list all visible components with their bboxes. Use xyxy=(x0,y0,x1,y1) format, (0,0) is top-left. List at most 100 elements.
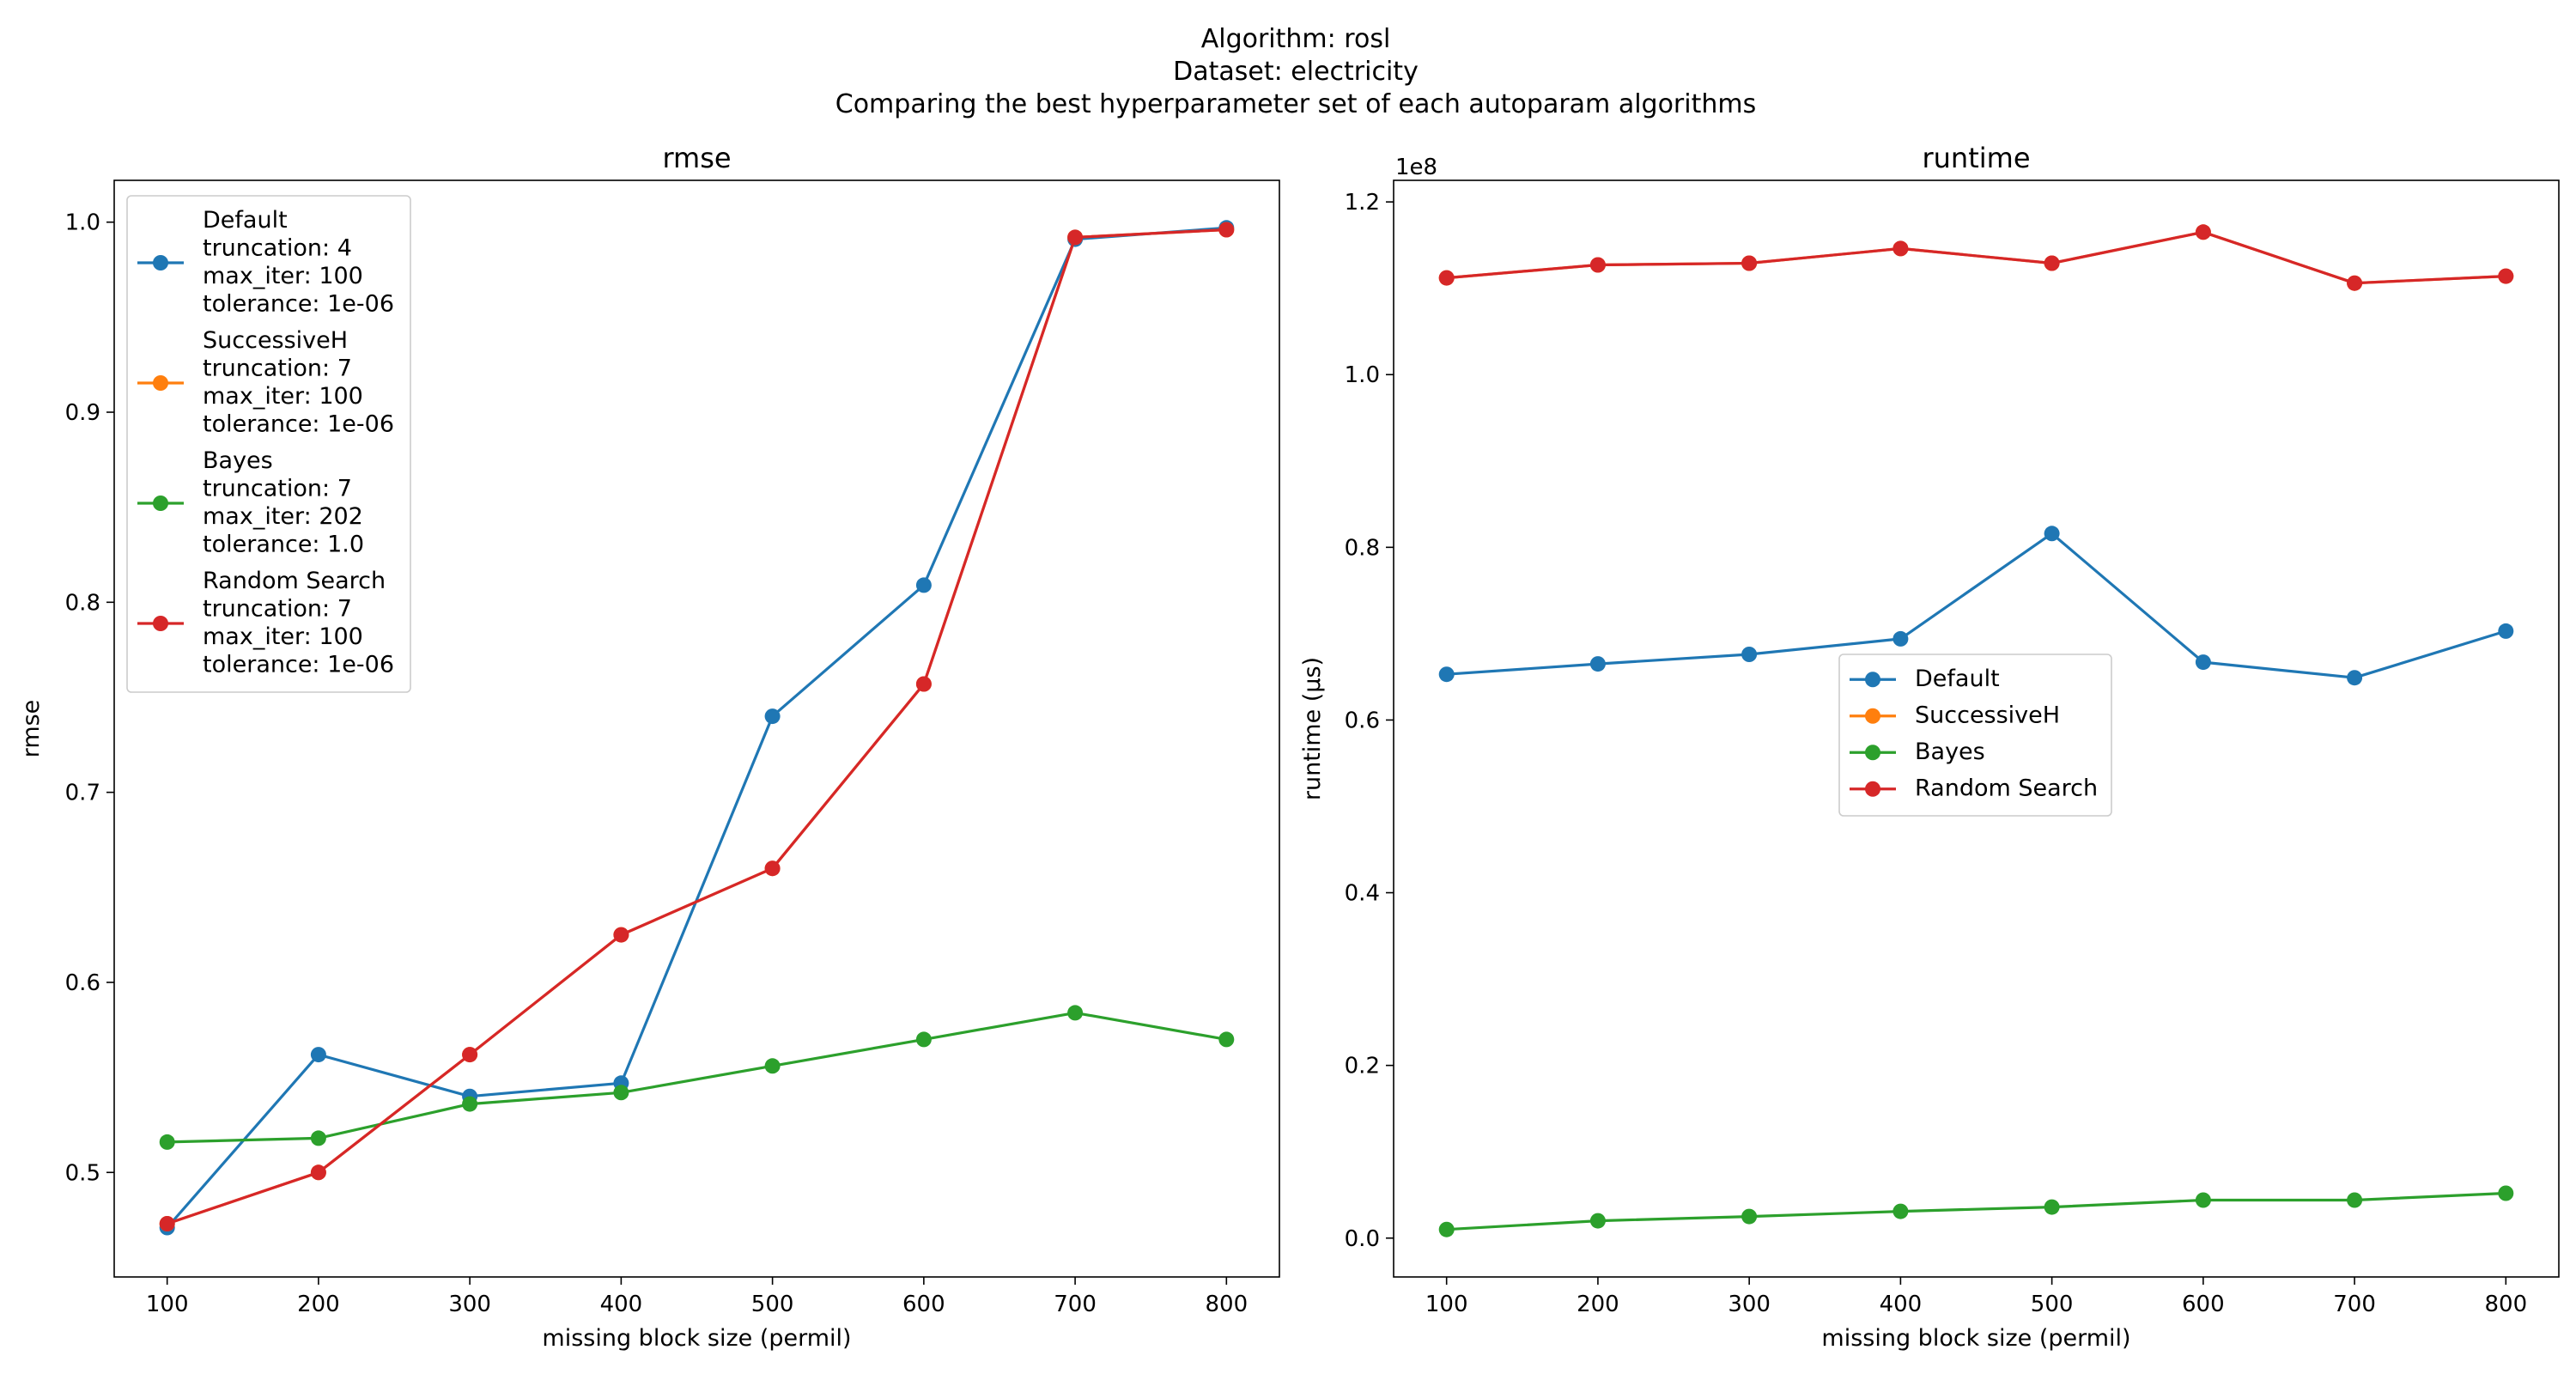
y-tick-label: 0.7 xyxy=(65,781,100,806)
x-tick-label: 200 xyxy=(297,1292,340,1317)
data-point xyxy=(1218,1031,1235,1048)
x-tick-label: 800 xyxy=(2484,1292,2527,1317)
data-point xyxy=(159,1216,175,1231)
legend-label: max_iter: 100 xyxy=(203,263,363,289)
x-tick-label: 700 xyxy=(1054,1292,1097,1317)
x-tick-label: 500 xyxy=(2031,1292,2074,1317)
y-tick-label: 0.6 xyxy=(1345,708,1380,733)
y-tick-label: 1.2 xyxy=(1345,190,1380,216)
chart-title: runtime xyxy=(1922,142,2030,174)
rmse-chart: rmse 100 200 300 400 500 600 700 800 0.5 0.6 0.7 0.8… xyxy=(18,142,1280,1352)
legend-label: SuccessiveH xyxy=(1915,702,2060,729)
y-tick-label: 0.5 xyxy=(65,1160,100,1186)
suptitle-line-3: Comparing the best hyperparameter set of… xyxy=(835,89,1757,119)
y-axis-label: rmse xyxy=(18,700,45,758)
legend-label: tolerance: 1e-06 xyxy=(203,291,394,318)
y-tick-label: 0.8 xyxy=(1345,535,1380,561)
x-tick-label: 100 xyxy=(1425,1292,1468,1317)
data-point xyxy=(1589,656,1606,672)
data-point xyxy=(2347,275,2363,291)
data-point xyxy=(310,1130,326,1146)
series-line-default xyxy=(166,226,1227,1229)
suptitle-line-2: Dataset: electricity xyxy=(1173,57,1419,87)
data-point xyxy=(2347,670,2363,686)
data-point xyxy=(1067,229,1084,246)
legend-label: Bayes xyxy=(203,447,273,474)
legend-label: tolerance: 1e-06 xyxy=(203,411,394,438)
legend-marker-bayes xyxy=(1865,745,1880,761)
y-tick-label: 0.0 xyxy=(1345,1226,1380,1252)
legend-marker-bayes xyxy=(153,495,168,511)
legend-box xyxy=(1838,654,2112,817)
legend-marker-default xyxy=(1865,672,1880,688)
data-point xyxy=(915,676,932,692)
data-point xyxy=(1438,1221,1455,1237)
data-point xyxy=(1741,1208,1758,1225)
y-tick-label: 0.4 xyxy=(1345,881,1380,907)
legend-label: truncation: 7 xyxy=(203,596,352,623)
legend-label: Random Search xyxy=(203,568,386,594)
data-point xyxy=(2044,255,2060,271)
axes-frame xyxy=(1393,179,2560,1278)
legend: Default SuccessiveH Bayes Random Search xyxy=(1838,654,2112,817)
data-point xyxy=(462,1096,478,1112)
legend-marker-successiveh xyxy=(153,375,168,391)
data-point xyxy=(462,1047,478,1063)
x-tick-label: 600 xyxy=(902,1292,945,1317)
data-point xyxy=(1893,240,1909,257)
x-tick-label: 100 xyxy=(146,1292,189,1317)
data-point xyxy=(2044,526,2060,542)
data-point xyxy=(1589,1213,1606,1229)
data-point xyxy=(1218,222,1235,238)
y-tick-label: 0.2 xyxy=(1345,1054,1380,1079)
x-tick-label: 300 xyxy=(448,1292,491,1317)
legend-label: max_iter: 100 xyxy=(203,383,363,410)
data-point xyxy=(2498,1185,2514,1201)
legend-label: Bayes xyxy=(1915,739,1985,765)
legend-label: max_iter: 100 xyxy=(203,623,363,650)
legend-label: tolerance: 1.0 xyxy=(203,532,364,558)
data-point xyxy=(915,577,932,593)
data-point xyxy=(1589,257,1606,273)
x-tick-label: 500 xyxy=(751,1292,794,1317)
y-tick-label: 0.8 xyxy=(65,590,100,616)
data-point xyxy=(310,1047,326,1063)
data-point xyxy=(764,860,781,877)
series-line-default xyxy=(1446,532,2506,679)
data-point xyxy=(764,708,781,725)
data-point xyxy=(1438,270,1455,286)
data-point xyxy=(764,1058,781,1074)
data-point xyxy=(1893,630,1909,647)
data-point xyxy=(1067,1005,1084,1021)
series-line-random xyxy=(167,228,1227,1225)
legend-label: SuccessiveH xyxy=(203,327,348,354)
legend-label: max_iter: 202 xyxy=(203,503,363,530)
x-tick-label: 400 xyxy=(600,1292,643,1317)
series-line-random xyxy=(1446,230,2506,285)
legend-label: truncation: 7 xyxy=(203,356,352,382)
series-line-successiveh xyxy=(1446,230,2506,285)
x-tick-label: 600 xyxy=(2182,1292,2225,1317)
data-point xyxy=(2347,1192,2363,1208)
x-tick-label: 700 xyxy=(2333,1292,2376,1317)
series-line-bayes xyxy=(1446,1191,2506,1231)
x-axis-label: missing block size (permil) xyxy=(542,1325,851,1352)
data-point xyxy=(1893,1203,1909,1219)
series-random xyxy=(159,222,1235,1231)
axes-frame xyxy=(113,179,1280,1278)
legend-label: truncation: 4 xyxy=(203,235,352,262)
x-axis-label: missing block size (permil) xyxy=(1821,1325,2130,1352)
data-point xyxy=(1741,647,1758,662)
data-point xyxy=(2195,1192,2211,1208)
y-axis-label: runtime (μs) xyxy=(1299,657,1326,800)
legend-box xyxy=(126,195,411,693)
series-random xyxy=(1438,224,2514,291)
y-tick-label: 0.9 xyxy=(65,400,100,426)
y-tick-label: 0.6 xyxy=(65,970,100,996)
data-point xyxy=(613,927,629,943)
chart-title: rmse xyxy=(662,142,731,174)
series-default xyxy=(1438,526,2514,686)
x-tick-label: 200 xyxy=(1577,1292,1619,1317)
x-tick-label: 300 xyxy=(1728,1292,1771,1317)
